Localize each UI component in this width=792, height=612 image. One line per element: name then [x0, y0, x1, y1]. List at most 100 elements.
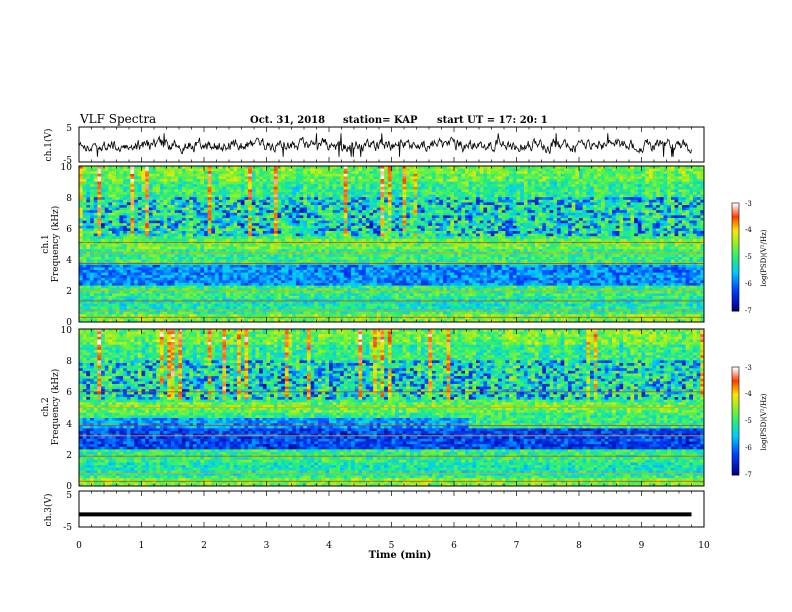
spectrogram-cell	[417, 205, 422, 208]
spectrogram-cell	[442, 236, 448, 240]
spectrogram-cell	[376, 225, 381, 229]
spectrogram-cell	[93, 236, 98, 240]
spectrogram-cell	[281, 225, 286, 229]
spectrogram-cell	[79, 215, 84, 219]
spectrogram-cell	[553, 202, 558, 206]
spectrogram-cell	[303, 194, 308, 198]
spectrogram-cell	[101, 218, 106, 221]
spectrogram-cell	[626, 233, 631, 237]
spectrogram-cell	[167, 220, 172, 224]
spectrogram-cell	[590, 218, 595, 221]
spectrogram-cell	[567, 171, 573, 175]
spectrogram-cell	[567, 231, 573, 234]
spectrogram-cell	[413, 233, 418, 237]
spectrogram-cell	[634, 205, 639, 208]
spectrogram-cell	[347, 186, 352, 190]
spectrogram-cell	[347, 181, 352, 185]
spectrogram-cell	[512, 166, 517, 169]
spectrogram-cell	[505, 215, 510, 219]
spectrogram-cell	[674, 199, 679, 203]
spectrogram-cell	[178, 236, 183, 240]
spectrogram-cell	[196, 173, 201, 177]
spectrogram-cell	[354, 179, 359, 182]
spectrogram-cell	[579, 215, 584, 219]
spectrogram-cell	[218, 194, 223, 198]
spectrogram-cell	[211, 228, 216, 232]
spectrogram-cell	[398, 228, 403, 232]
spectrogram-cell	[663, 236, 668, 240]
spectrogram-cell	[130, 192, 135, 195]
spectrogram-cell	[435, 223, 440, 227]
spectrogram-cell	[181, 231, 187, 234]
spectrogram-cell	[634, 223, 639, 227]
spectrogram-cell	[692, 225, 698, 229]
spectrogram-cell	[692, 215, 698, 219]
spectrogram-cell	[431, 215, 437, 219]
spectrogram-cell	[148, 210, 153, 214]
spectrogram-cell	[667, 194, 672, 198]
spectrogram-cell	[244, 210, 249, 214]
spectrogram-cell	[387, 171, 392, 175]
spectrogram-cell	[483, 218, 488, 221]
spectrogram-cell	[604, 231, 609, 234]
spectrogram-cell	[523, 236, 528, 240]
spectrogram-cell	[226, 205, 231, 208]
spectrogram-cell	[189, 184, 194, 188]
spectrogram-cell	[200, 233, 205, 237]
spectrogram-cell	[292, 199, 297, 203]
spectrogram-cell	[347, 189, 352, 193]
spectrogram-cell	[343, 192, 348, 195]
spectrogram-cell	[483, 212, 488, 216]
spectrogram-cell	[292, 228, 297, 232]
spectrogram-cell	[483, 176, 488, 180]
spectrogram-cell	[266, 231, 271, 234]
spectrogram-cell	[108, 186, 113, 190]
spectrogram-cell	[579, 166, 584, 169]
spectrogram-cell	[454, 166, 459, 169]
spectrogram-cell	[494, 215, 499, 219]
spectrogram-cell	[490, 236, 495, 240]
spectrogram-cell	[387, 194, 392, 198]
spectrogram-cell	[623, 168, 628, 172]
spectrogram-cell	[380, 236, 385, 240]
spectrogram-cell	[123, 220, 128, 224]
spectrogram-cell	[108, 168, 113, 172]
spectrogram-cell	[295, 207, 300, 211]
spectrogram-cell	[579, 194, 584, 198]
spectrogram-cell	[321, 205, 326, 208]
spectrogram-cell	[152, 199, 157, 203]
spectrogram-cell	[604, 228, 609, 232]
spectrogram-cell	[696, 220, 701, 224]
spectrogram-cell	[659, 225, 664, 229]
spectrogram-cell	[567, 184, 573, 188]
spectrogram-cell	[523, 210, 528, 214]
spectrogram-cell	[207, 223, 212, 227]
spectrogram-cell	[248, 238, 253, 242]
spectrogram-cell	[531, 171, 536, 175]
spectrogram-cell	[398, 199, 403, 203]
spectrogram-cell	[630, 166, 635, 169]
spectrogram-cell	[351, 194, 356, 198]
spectrogram-cell	[248, 225, 253, 229]
spectrogram-cell	[310, 212, 315, 216]
spectrogram-cell	[615, 176, 620, 180]
spectrogram-cell	[174, 225, 179, 229]
spectrogram-cell	[384, 194, 389, 198]
spectrogram-cell	[347, 192, 352, 195]
spectrogram-cell	[601, 231, 606, 234]
spectrogram-cell	[251, 168, 256, 172]
spectrogram-cell	[284, 194, 289, 198]
spectrogram-cell	[295, 166, 300, 169]
spectrogram-cell	[689, 199, 694, 203]
spectrogram-cell	[104, 215, 109, 219]
spectrogram-cell	[354, 184, 359, 188]
spectrogram-cell	[457, 166, 462, 169]
spectrogram-cell	[512, 205, 517, 208]
spectrogram-cell	[277, 233, 282, 237]
spectrogram-cell	[159, 223, 164, 227]
spectrogram-cell	[229, 186, 234, 190]
spectrogram-cell	[222, 223, 227, 227]
spectrogram-cell	[667, 166, 672, 169]
spectrogram-cell	[417, 194, 422, 198]
spectrogram-cell	[520, 194, 525, 198]
